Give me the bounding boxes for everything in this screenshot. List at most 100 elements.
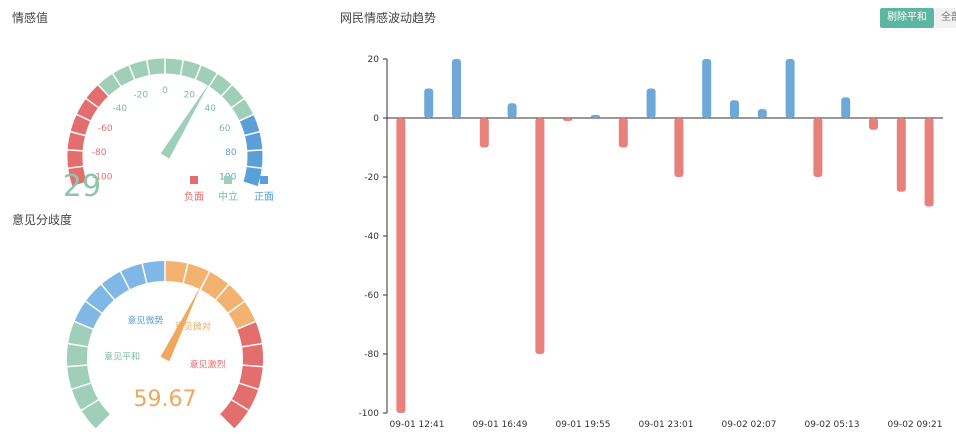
gauge-divider xyxy=(67,165,84,170)
gauge-divider xyxy=(145,59,151,76)
gauge-divider xyxy=(214,283,230,301)
x-tick-label: 09-01 12:41 xyxy=(390,420,445,430)
trend-bar[interactable] xyxy=(479,118,489,148)
gauge-divider xyxy=(67,149,84,152)
gauge-divider xyxy=(220,84,233,97)
trend-bar[interactable] xyxy=(730,100,739,118)
gauge-divider xyxy=(80,398,100,412)
gauge-divider xyxy=(69,130,86,137)
gauge-divider xyxy=(241,364,264,368)
legend-positive-label: 正面 xyxy=(254,192,274,203)
sentiment-gauge: -100-80-60-40-20020406080100 29 xyxy=(63,58,263,204)
gauge-divider xyxy=(67,342,90,348)
legend-neutral[interactable]: 中立 xyxy=(216,176,240,203)
gauge-tick-label: 20 xyxy=(184,91,196,101)
gauge-tick-label: 0 xyxy=(162,86,168,96)
trend-chart: 20 0 -20 -40 -60 -80 -100 09-01 12:41 09-01 16:… xyxy=(359,55,943,430)
gauge-divider xyxy=(237,382,260,391)
gauge-tick-label: -100 xyxy=(92,172,113,182)
x-tick-label: 09-02 02:07 xyxy=(722,420,777,430)
gauge-tick-label: -20 xyxy=(133,91,148,101)
trend-bar[interactable] xyxy=(841,97,851,118)
trend-bar[interactable] xyxy=(618,118,628,148)
trend-bar[interactable] xyxy=(869,118,878,130)
trend-bar[interactable] xyxy=(591,115,600,118)
y-tick-label: 0 xyxy=(373,114,379,124)
x-tick-label: 09-02 05:13 xyxy=(805,420,860,430)
gauge-divider xyxy=(208,72,219,88)
gauge-divider xyxy=(111,72,122,88)
gauge-divider xyxy=(194,64,202,81)
divergence-band xyxy=(164,261,256,330)
divergence-band xyxy=(67,321,111,429)
gauge-divider xyxy=(97,84,110,97)
x-tick-label: 09-01 23:01 xyxy=(639,420,694,430)
gauge-divider xyxy=(199,270,211,291)
divergence-segment-label: 意见激烈 xyxy=(190,358,226,370)
divergence-pointer xyxy=(160,287,201,362)
sentiment-legend: 负面 中立 正面 xyxy=(170,176,280,206)
legend-negative[interactable]: 负面 xyxy=(182,176,206,203)
trend-bar[interactable] xyxy=(646,88,656,119)
sentiment-value: 29 xyxy=(63,169,101,204)
gauge-divider xyxy=(179,59,185,76)
exclude-neutral-button[interactable]: 剔除平和 xyxy=(880,8,934,28)
y-tick-label: -40 xyxy=(364,232,379,242)
gauge-tick-label: 40 xyxy=(204,104,216,114)
legend-neutral-label: 中立 xyxy=(218,192,238,203)
trend-bar[interactable] xyxy=(674,118,684,177)
gauge-divider xyxy=(246,165,263,170)
gauge-divider xyxy=(66,364,89,368)
gauge-divider xyxy=(119,270,131,291)
all-button[interactable]: 全部 xyxy=(935,8,956,28)
x-tick-label: 09-01 19:55 xyxy=(556,420,611,430)
trend-bar[interactable] xyxy=(785,59,795,118)
divergence-band xyxy=(74,261,166,330)
legend-positive[interactable]: 正面 xyxy=(252,176,276,203)
gauge-divider xyxy=(85,97,100,109)
trend-bar[interactable] xyxy=(424,88,434,119)
gauge-divider xyxy=(230,97,245,109)
trend-bar[interactable] xyxy=(563,118,573,121)
gauge-tick-label: 60 xyxy=(219,124,231,134)
divergence-band xyxy=(219,321,263,429)
divergence-title: 意见分歧度 xyxy=(12,213,73,227)
divergence-segment-label: 意见平和 xyxy=(104,350,140,362)
gauge-divider xyxy=(76,113,92,122)
gauge-tick-label: -80 xyxy=(92,148,107,158)
gauge-divider xyxy=(141,262,148,285)
trend-bar[interactable] xyxy=(452,59,461,118)
trend-bar[interactable] xyxy=(702,59,712,118)
x-tick-label: 09-02 09:21 xyxy=(888,420,943,430)
trend-bar[interactable] xyxy=(396,118,406,413)
y-tick-label: -60 xyxy=(364,291,379,301)
gauge-divider xyxy=(128,64,136,81)
positive-legend-icon xyxy=(260,176,268,184)
trend-bar[interactable] xyxy=(507,103,517,118)
trend-bar[interactable] xyxy=(535,118,545,354)
negative-legend-icon xyxy=(190,176,198,184)
x-tick-label: 09-01 16:49 xyxy=(473,420,528,430)
gauge-divider xyxy=(84,300,104,315)
y-tick-label: 20 xyxy=(368,55,380,65)
gauge-divider xyxy=(240,342,263,348)
trend-bar[interactable] xyxy=(896,118,906,192)
sentiment-pointer xyxy=(160,82,210,159)
trend-bar[interactable] xyxy=(813,118,823,177)
gauge-divider xyxy=(244,130,261,137)
trend-bar[interactable] xyxy=(924,118,934,207)
gauge-divider xyxy=(238,113,254,122)
gauge-tick-label: -60 xyxy=(98,124,113,134)
gauge-divider xyxy=(226,300,246,315)
trend-title: 网民情感波动趋势 xyxy=(340,11,437,25)
sentiment-title: 情感值 xyxy=(12,11,49,25)
neutral-legend-icon xyxy=(224,176,232,184)
divergence-segment-label: 意见微势 xyxy=(127,315,163,327)
gauge-tick-label: 80 xyxy=(225,148,237,158)
gauge-divider xyxy=(235,320,257,331)
gauge-divider xyxy=(100,283,116,301)
y-tick-label: -100 xyxy=(359,409,380,419)
y-tick-label: -80 xyxy=(364,350,379,360)
trend-bar[interactable] xyxy=(757,109,767,118)
